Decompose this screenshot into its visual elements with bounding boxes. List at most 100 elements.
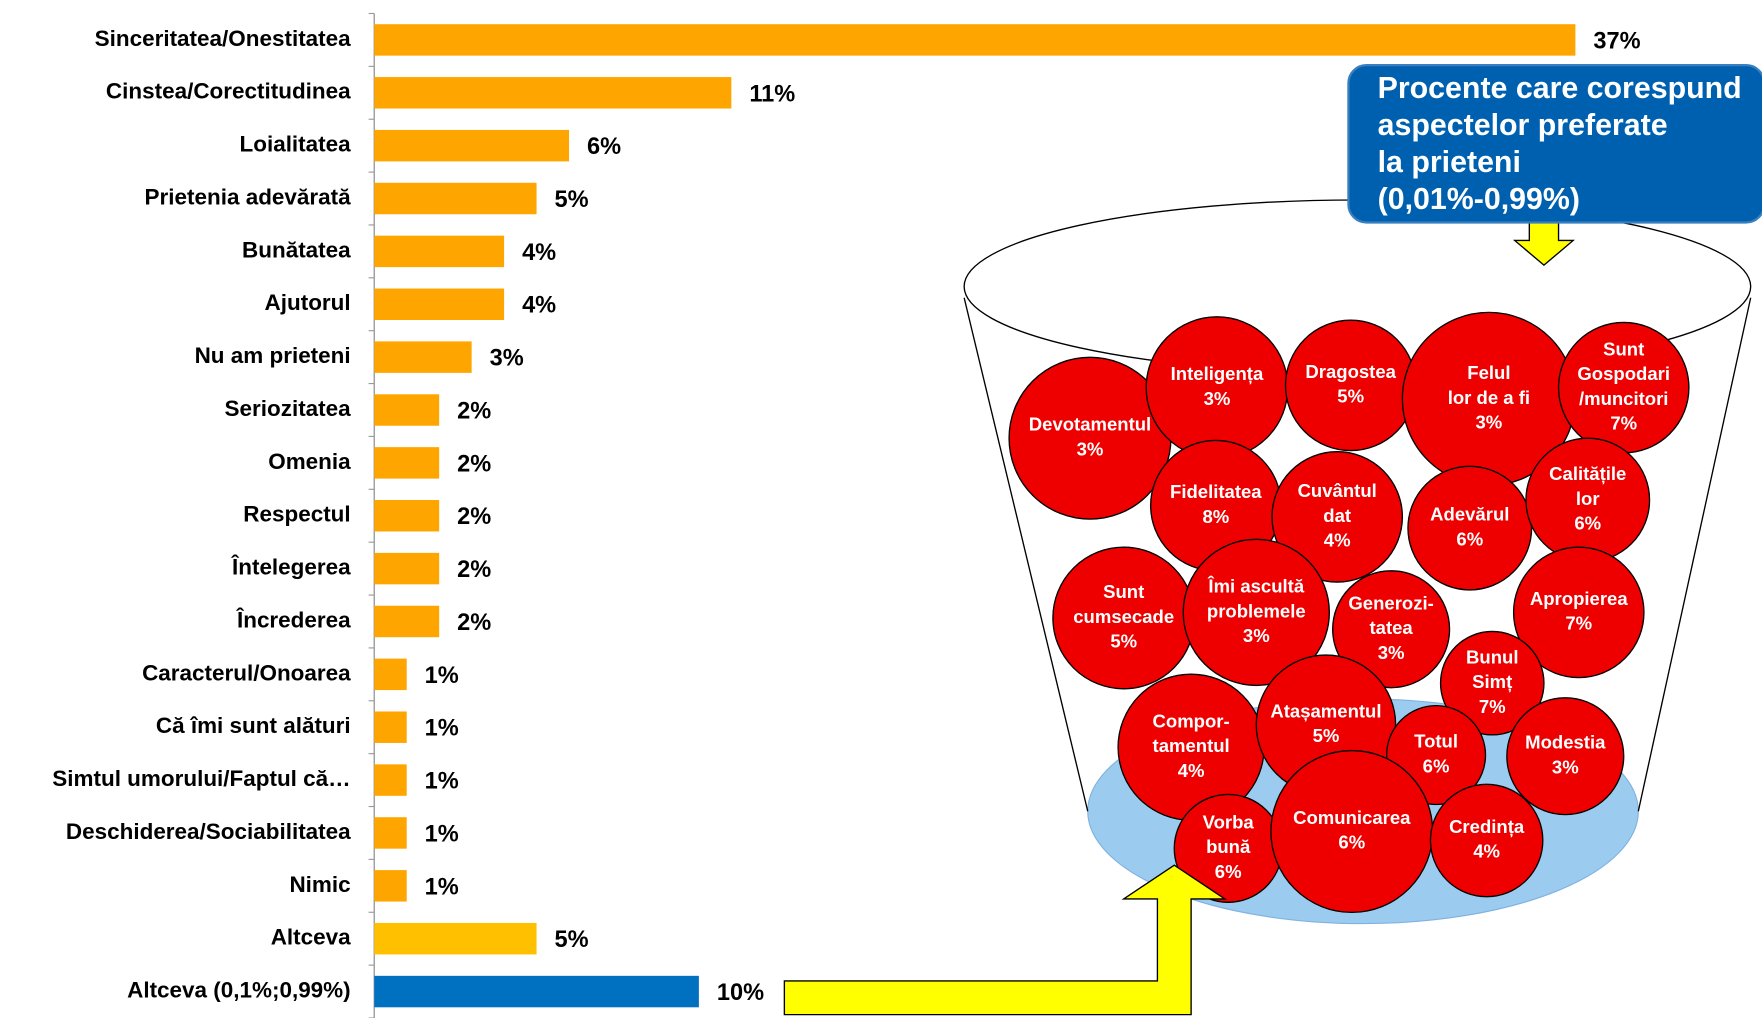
bar (374, 129, 570, 162)
bubble-value: 7% (1610, 413, 1637, 434)
category-label: Încrederea (236, 607, 351, 632)
bar (374, 817, 407, 849)
value-label: 1% (425, 768, 459, 794)
bubble-value: 3% (1475, 411, 1502, 432)
bubble-label: Modestia (1525, 732, 1606, 753)
bar (374, 341, 472, 373)
category-label: Nimic (289, 872, 350, 897)
bar (374, 764, 407, 796)
category-label: Altceva (0,1%;0,99%) (127, 978, 351, 1003)
value-label: 2% (457, 556, 491, 582)
value-label: 11% (749, 80, 795, 106)
value-label: 5% (555, 186, 589, 212)
bubble-label: tatea (1370, 617, 1414, 638)
bubble-label: Sunt (1103, 581, 1144, 602)
category-label: Loialitatea (240, 132, 352, 157)
bar (374, 711, 407, 743)
bubble-value: 6% (1338, 832, 1365, 853)
bar (374, 870, 407, 902)
category-label: Simtul umorului/Faptul că… (52, 766, 350, 791)
bubble-label: Generozi- (1348, 592, 1433, 613)
bubble-value: 6% (1574, 513, 1601, 534)
bar (374, 922, 537, 955)
bubble-label: Comunicarea (1293, 807, 1411, 828)
bubble (1439, 630, 1545, 736)
bubble-value: 3% (1204, 388, 1231, 409)
bubble-value: 7% (1479, 696, 1506, 717)
value-label: 4% (522, 292, 556, 318)
value-label: 10% (717, 979, 764, 1005)
bubble-label: dat (1323, 505, 1351, 526)
category-label: Caracterul/Onoarea (142, 660, 351, 685)
bubble (1429, 783, 1544, 898)
bubble (1332, 570, 1451, 689)
category-label: Omenia (268, 449, 351, 474)
value-label: 1% (425, 662, 459, 688)
bubble-value: 5% (1313, 725, 1340, 746)
value-label: 2% (457, 450, 491, 476)
bar (374, 24, 1576, 56)
bar (374, 500, 440, 532)
value-label: 4% (522, 239, 556, 265)
bubbles: Devotamentul 3% Inteligența 3% Dragostea 5% Fe… (1008, 311, 1690, 914)
category-label: Nu am prieteni (195, 343, 351, 368)
bubble-label: cumsecade (1073, 606, 1174, 627)
bar (374, 447, 440, 479)
bubble-label: Inteligența (1171, 363, 1264, 384)
value-label: 6% (587, 133, 621, 159)
value-label: 3% (490, 345, 524, 371)
bar (374, 288, 505, 320)
bubble-label: Devotamentul (1029, 414, 1151, 435)
bubble-label: problemele (1207, 600, 1306, 621)
bar (374, 235, 505, 268)
bubble-value: 4% (1473, 841, 1500, 862)
bubble-label: Fidelitatea (1170, 481, 1262, 502)
value-label: 2% (457, 609, 491, 635)
category-label: Că îmi sunt alături (156, 713, 351, 738)
bubble (1271, 451, 1404, 583)
bucket-side (1637, 297, 1752, 812)
bars: Sinceritatea/Onestitatea 37% Cinstea/Corec… (52, 12, 1641, 1018)
category-label: Deschiderea/Sociabilitatea (66, 819, 351, 844)
value-label: 37% (1593, 27, 1640, 53)
bubble-value: 5% (1110, 631, 1137, 652)
bubble-value: 3% (1378, 642, 1405, 663)
category-label: Prietenia adevărată (145, 184, 352, 209)
value-label: 5% (555, 926, 589, 952)
bubble (1182, 538, 1330, 687)
bar (374, 975, 699, 1008)
bubble-label: Credința (1449, 816, 1525, 837)
bubble-label: bună (1206, 836, 1251, 857)
arrow (1512, 219, 1575, 267)
arrow (783, 864, 1228, 1016)
callout-text: Procente care corespund (1378, 72, 1742, 105)
bubble-label: lor (1576, 488, 1600, 509)
bubble-label: Atașamentul (1270, 700, 1381, 721)
bubble-label: Bunul (1466, 646, 1518, 667)
value-label: 1% (425, 820, 459, 846)
bubble-value: 6% (1215, 861, 1242, 882)
bubble-value: 6% (1423, 755, 1450, 776)
category-label: Respectul (243, 502, 350, 527)
bubble-value: 4% (1324, 529, 1351, 550)
bubble-label: Adevărul (1430, 504, 1509, 525)
bubble-value: 5% (1337, 386, 1364, 407)
category-label: Întelegerea (231, 555, 351, 580)
bubble-label: Totul (1414, 731, 1458, 752)
bubble-label: Cuvântul (1298, 480, 1377, 501)
bar (374, 552, 440, 585)
category-label: Altceva (271, 925, 351, 950)
callout-text: aspectelor preferate (1378, 109, 1668, 142)
bubble-label: lor de a fi (1448, 387, 1530, 408)
value-label: 1% (425, 715, 459, 741)
bar (374, 658, 407, 691)
value-label: 2% (457, 503, 491, 529)
bubble-label: /muncitori (1579, 388, 1668, 409)
bubble-label: Vorba (1203, 812, 1255, 833)
bubble-label: Apropierea (1530, 588, 1628, 609)
bubble (1506, 697, 1625, 816)
category-label: Ajutorul (265, 290, 351, 315)
bar (374, 605, 440, 638)
bubble (1512, 546, 1645, 679)
